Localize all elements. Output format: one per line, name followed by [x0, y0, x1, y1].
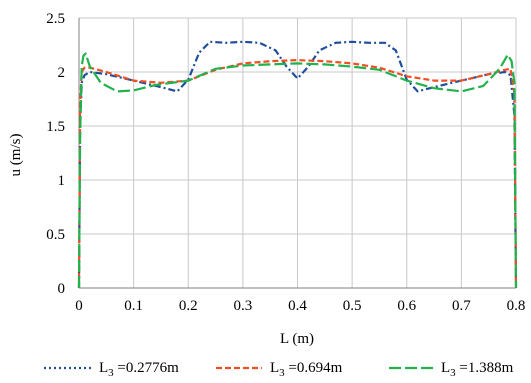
x-tick-label: 0.3: [234, 298, 253, 314]
grid-lines: [79, 17, 517, 288]
x-tick-label: 0.6: [397, 298, 416, 314]
x-tick-label: 0.4: [288, 298, 307, 314]
series-line-3: [77, 52, 518, 289]
series-line-2: [77, 58, 518, 289]
y-axis-label: u (m/s): [8, 134, 24, 177]
x-tick-label: 0.8: [507, 298, 526, 314]
x-tick-labels: 0 0.1 0.2 0.3 0.4 0.5 0.6 0.7 0.8: [75, 298, 525, 314]
x-tick-label: 0: [75, 298, 83, 314]
x-tick-label: 0.7: [452, 298, 471, 314]
y-tick-label: 1: [58, 173, 66, 189]
legend: L3 =0.2776m L3 =0.694m L3 =1.388m: [44, 360, 514, 379]
legend-label-2: L3 =0.694m: [270, 360, 343, 379]
legend-label-3: L3 =1.388m: [441, 360, 514, 379]
x-tick-label: 0.1: [124, 298, 143, 314]
y-tick-label: 0.5: [46, 227, 65, 243]
series-line-1: [77, 40, 518, 289]
x-tick-label: 0.5: [343, 298, 362, 314]
y-tick-label: 2.5: [46, 11, 65, 27]
y-tick-labels: 0 0.5 1 1.5 2 2.5: [46, 11, 65, 297]
legend-label-1: L3 =0.2776m: [99, 360, 179, 379]
x-axis-label: L (m): [280, 331, 314, 347]
y-tick-label: 2: [58, 65, 66, 81]
plot-area: [77, 40, 518, 289]
y-tick-label: 1.5: [46, 119, 65, 135]
x-tick-label: 0.2: [179, 298, 198, 314]
y-tick-label: 0: [58, 281, 66, 297]
